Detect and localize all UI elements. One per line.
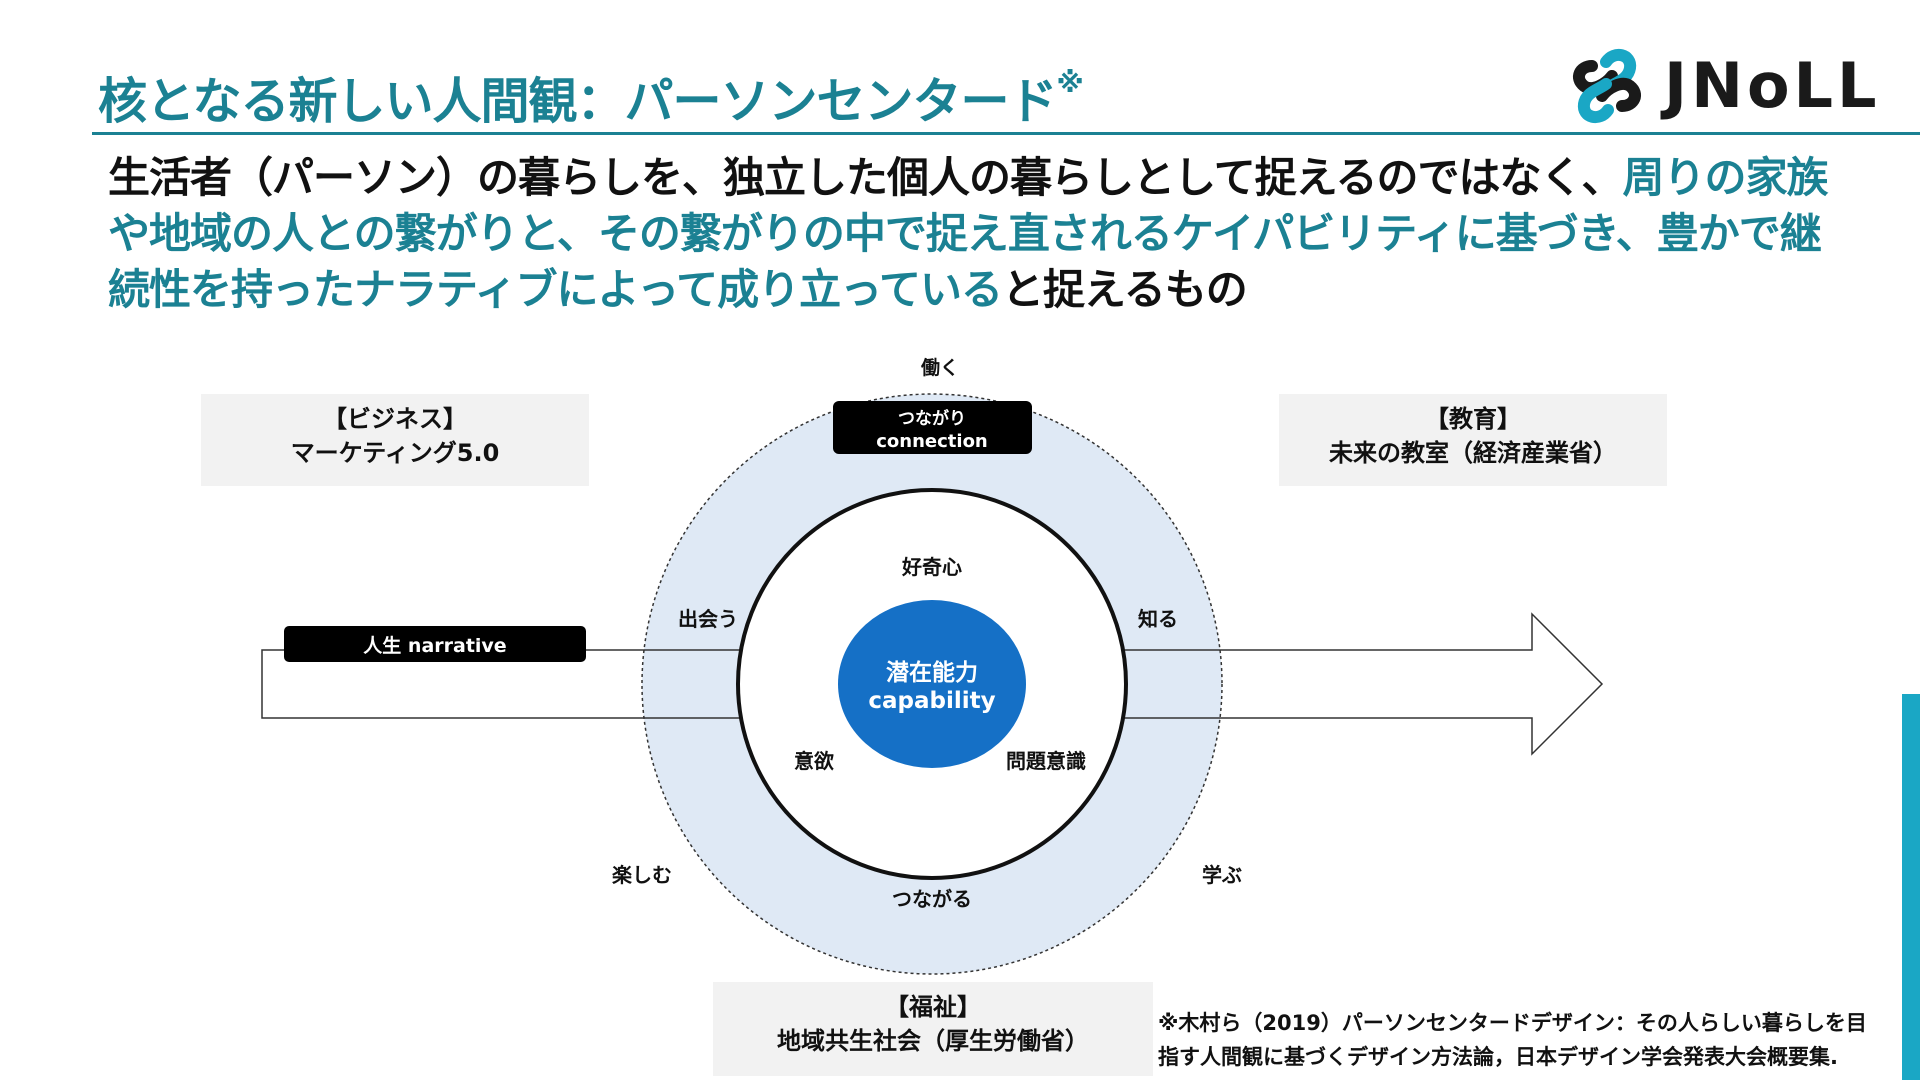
footnote-line2: 指す人間観に基づくデザイン方法論，日本デザイン学会発表大会概要集. (1158, 1045, 1838, 1069)
welfare-box-label: 地域共生社会（厚生労働省） (777, 1027, 1089, 1055)
lead-part2: と捉えるもの (1002, 265, 1248, 314)
core-label-en: capability (868, 688, 995, 714)
jnoll-logo: JNoLL (1562, 44, 1912, 128)
business-box-label: マーケティング5.0 (290, 439, 500, 467)
lead-statement: 生活者（パーソン）の暮らしを、独立した個人の暮らしとして捉えるのではなく、周りの… (108, 150, 1848, 318)
welfare-box-heading: 【福祉】 (885, 993, 981, 1021)
title-divider (92, 132, 1920, 135)
slide-title: 核となる新しい人間観：パーソンセンタード※ (98, 62, 1084, 133)
label-awareness: 問題意識 (1006, 749, 1086, 773)
connection-label-en: connection (876, 431, 988, 452)
label-work: 働く (920, 356, 959, 379)
narrative-label: 人生 narrative (363, 634, 506, 657)
core-label-jp: 潜在能力 (886, 659, 978, 686)
label-meet: 出会う (678, 607, 738, 631)
narrative-label-box (284, 626, 586, 662)
education-box-label: 未来の教室（経済産業省） (1329, 439, 1617, 467)
title-footnote-mark: ※ (1056, 66, 1084, 99)
welfare-box: 【福祉】 地域共生社会（厚生労働省） (713, 982, 1153, 1076)
label-enjoy: 楽しむ (612, 863, 672, 887)
label-know: 知る (1138, 607, 1178, 631)
lead-highlight: 周りの家族や地域の人との繋がりと、その繋がりの中で捉え直されるケイパビリティに基… (108, 153, 1828, 314)
label-motivation: 意欲 (794, 749, 834, 773)
logo-mark-icon (1573, 48, 1641, 124)
label-learn: 学ぶ (1202, 863, 1242, 887)
edge-accent-bar (1902, 694, 1920, 1080)
logo-wordmark: JNoLL (1664, 49, 1881, 122)
education-box-heading: 【教育】 (1425, 405, 1521, 433)
education-box: 【教育】 未来の教室（経済産業省） (1279, 394, 1667, 486)
connection-label-jp: つながり (898, 408, 966, 429)
connection-label-box (833, 401, 1032, 454)
label-curiosity: 好奇心 (901, 555, 962, 579)
reference-footnote: ※木村ら（2019）パーソンセンタードデザイン：その人らしい暮らしを目 指す人間… (1158, 1006, 1898, 1074)
business-box-heading: 【ビジネス】 (323, 405, 467, 433)
narrative-arrow (261, 612, 1604, 756)
footnote-line1: ※木村ら（2019）パーソンセンタードデザイン：その人らしい暮らしを目 (1158, 1011, 1867, 1035)
slide-title-text: 核となる新しい人間観：パーソンセンタード (98, 73, 1058, 130)
lead-part1: 生活者（パーソン）の暮らしを、独立した個人の暮らしとして捉えるのではなく、 (108, 153, 1623, 202)
capability-core (838, 600, 1026, 768)
label-connect: つながる (892, 887, 972, 911)
business-box: 【ビジネス】 マーケティング5.0 (201, 394, 589, 486)
